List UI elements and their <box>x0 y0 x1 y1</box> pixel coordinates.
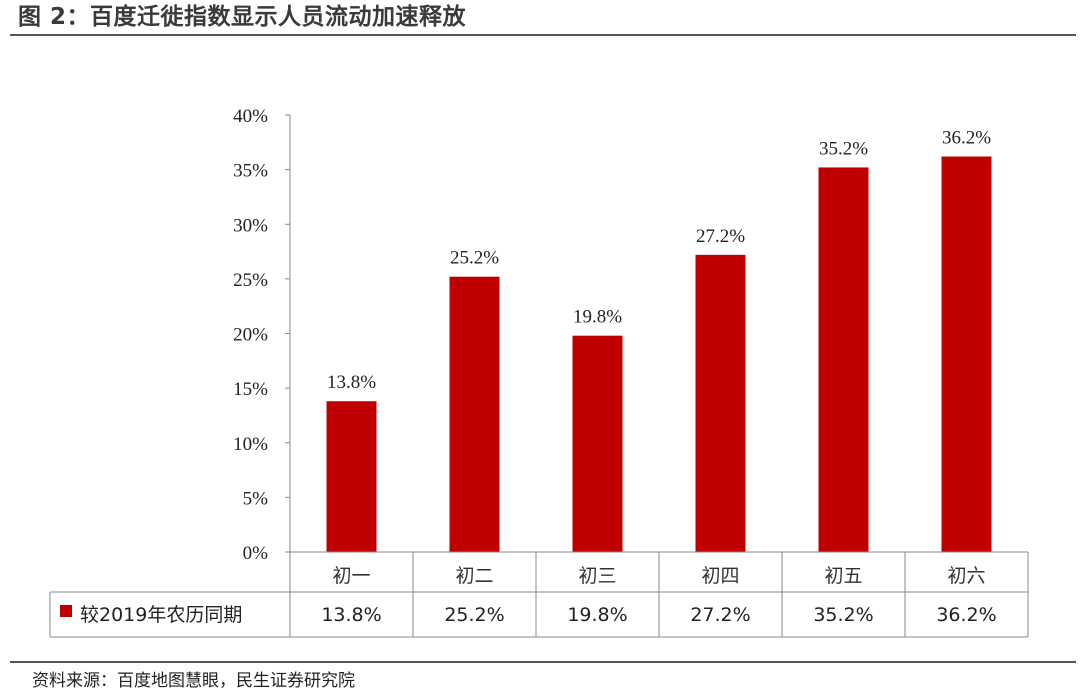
title-divider <box>10 34 1076 36</box>
x-category-label: 初四 <box>701 565 739 587</box>
figure-title: 图 2：百度迁徙指数显示人员流动加速释放 <box>18 4 467 30</box>
table-cell-value: 25.2% <box>444 604 504 626</box>
x-category-label: 初五 <box>824 565 862 587</box>
bar-chart: 0% 5% 10% 15% 20% 25% 30% 35% 40% 13.8% 25.2% 19.8%… <box>49 106 1029 638</box>
legend-swatch <box>60 605 72 617</box>
bar <box>326 401 377 552</box>
data-label: 27.2% <box>696 226 745 247</box>
x-category-label: 初二 <box>455 565 493 587</box>
data-label: 35.2% <box>819 138 868 159</box>
x-category-label: 初六 <box>947 565 985 587</box>
y-tick-label: 30% <box>233 215 268 236</box>
y-tick-label: 10% <box>233 434 268 455</box>
bar <box>449 276 500 552</box>
table-cell-value: 13.8% <box>321 604 381 626</box>
data-label: 19.8% <box>573 307 622 328</box>
y-tick-label: 20% <box>233 325 268 346</box>
table-cell-value: 27.2% <box>690 604 750 626</box>
source-note: 资料来源：百度地图慧眼，民生证券研究院 <box>32 671 355 691</box>
y-tick-label: 25% <box>233 270 268 291</box>
data-label: 36.2% <box>942 128 991 149</box>
y-tick-label: 40% <box>233 106 268 127</box>
bar <box>941 156 992 552</box>
y-tick-label: 5% <box>243 488 269 509</box>
table-cell-value: 36.2% <box>936 604 996 626</box>
bar <box>695 254 746 552</box>
data-label: 13.8% <box>327 372 376 393</box>
y-tick-label: 35% <box>233 161 268 182</box>
table-cell-value: 35.2% <box>813 604 873 626</box>
bar <box>572 335 623 552</box>
x-category-label: 初一 <box>332 565 370 587</box>
y-tick-label: 15% <box>233 379 268 400</box>
bar <box>818 167 869 552</box>
x-category-label: 初三 <box>578 565 616 587</box>
data-label: 25.2% <box>450 248 499 269</box>
y-tick-label: 0% <box>243 543 269 564</box>
table-cell-value: 19.8% <box>567 604 627 626</box>
footer-divider <box>10 661 1076 663</box>
legend-label: 较2019年农历同期 <box>80 604 242 626</box>
